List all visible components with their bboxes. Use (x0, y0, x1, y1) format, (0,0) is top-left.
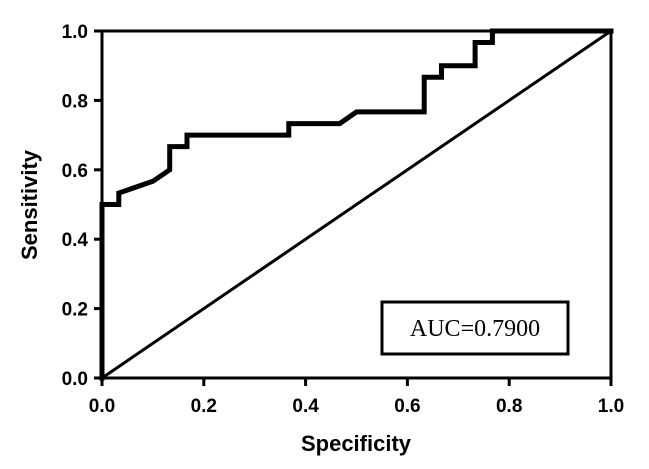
auc-annotation: AUC=0.7900 (380, 300, 570, 356)
auc-annotation-box (380, 300, 570, 356)
x-tick-label: 0.4 (292, 396, 319, 417)
y-tick-label: 0.6 (62, 161, 88, 182)
y-tick-label: 1.0 (62, 22, 88, 43)
y-tick-label: 0.0 (62, 369, 88, 390)
y-tick-label: 0.8 (62, 91, 88, 112)
x-tick-label: 0.2 (191, 396, 217, 417)
chart-marks: 0.0 0.2 0.4 0.6 0.8 1.0 0.0 0.2 0.4 0.6 0.8 1.0 (62, 22, 625, 417)
x-tick-label: 1.0 (598, 396, 624, 417)
roc-curve (99, 28, 614, 381)
y-axis-title: Sensitivity (17, 149, 42, 260)
reference-diagonal (99, 28, 614, 381)
auc-annotation-text: AUC=0.7900 (410, 316, 540, 342)
x-axis-title: Specificity (301, 431, 412, 456)
y-tick-label: 0.2 (62, 300, 88, 321)
x-tick-label: 0.6 (394, 396, 420, 417)
x-tick-label: 0.0 (89, 396, 115, 417)
y-tick-label: 0.4 (62, 230, 89, 251)
x-tick-label: 0.8 (496, 396, 522, 417)
